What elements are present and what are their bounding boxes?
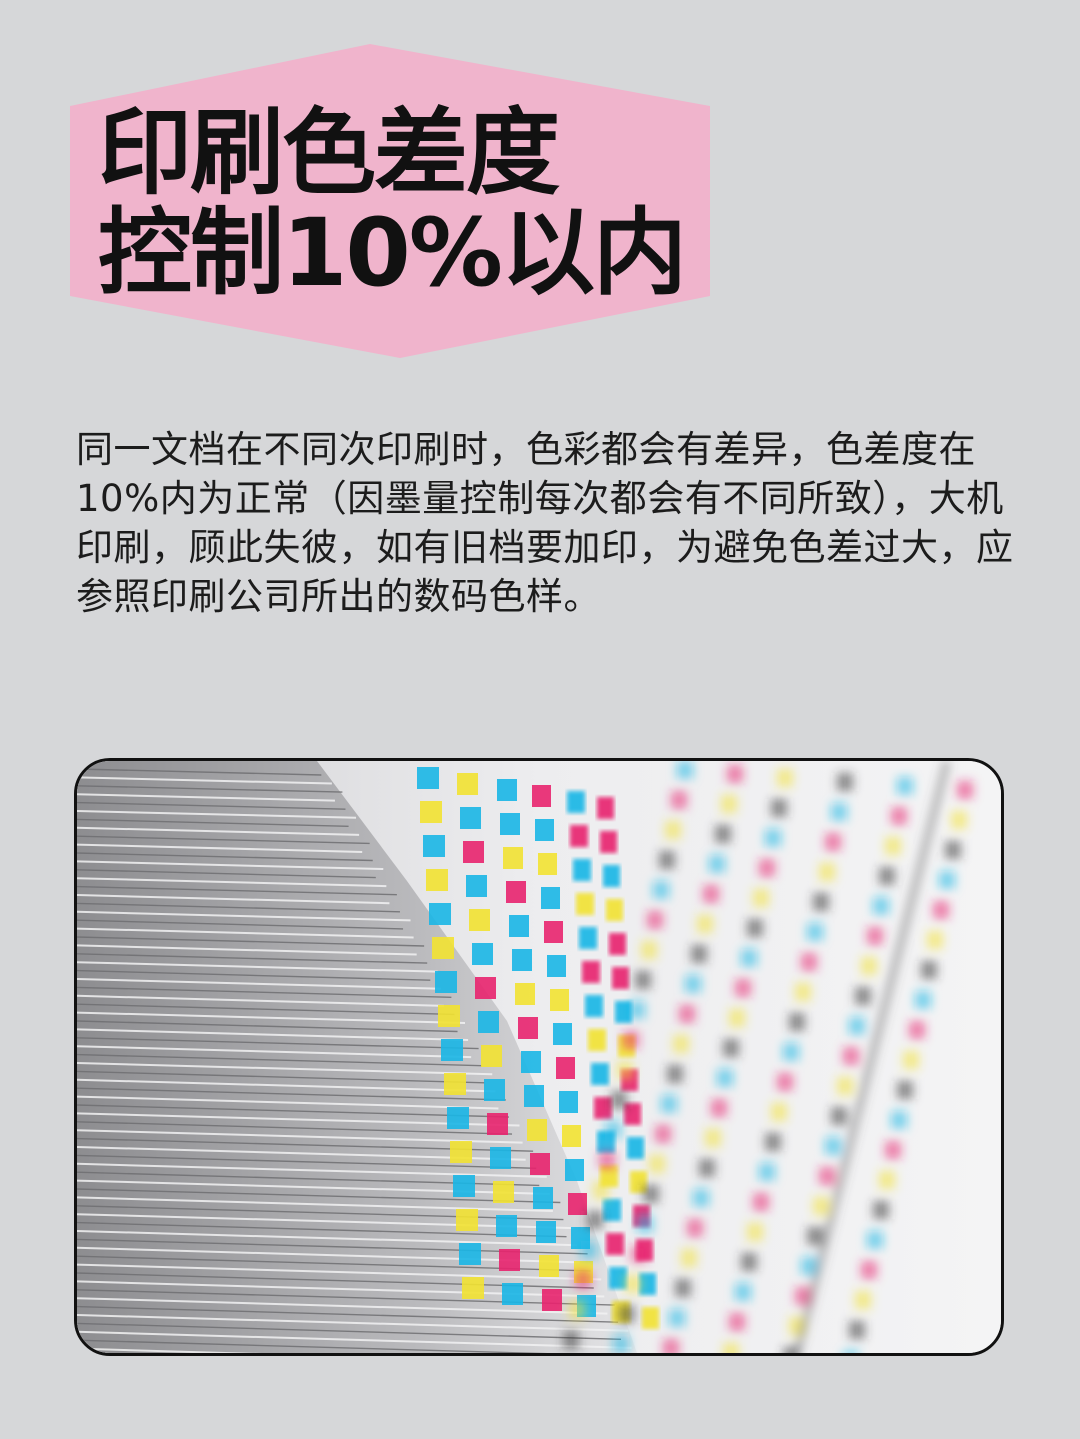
far-color-bars	[563, 761, 973, 1353]
stacked-paper-color-bars-icon	[77, 761, 1001, 1353]
banner-hexagon-shape	[70, 44, 710, 358]
title-line-2: 控制10%以内	[98, 199, 687, 308]
title-banner: 印刷色差度 控制10%以内	[70, 44, 710, 358]
paper-stack	[77, 761, 637, 1353]
body-paragraph: 同一文档在不同次印刷时，色彩都会有差异，色差度在10%内为正常（因墨量控制每次都…	[76, 428, 1014, 618]
title-line-1: 印刷色差度	[98, 99, 560, 208]
photo-frame	[74, 758, 1004, 1356]
color-bars	[417, 767, 659, 1329]
